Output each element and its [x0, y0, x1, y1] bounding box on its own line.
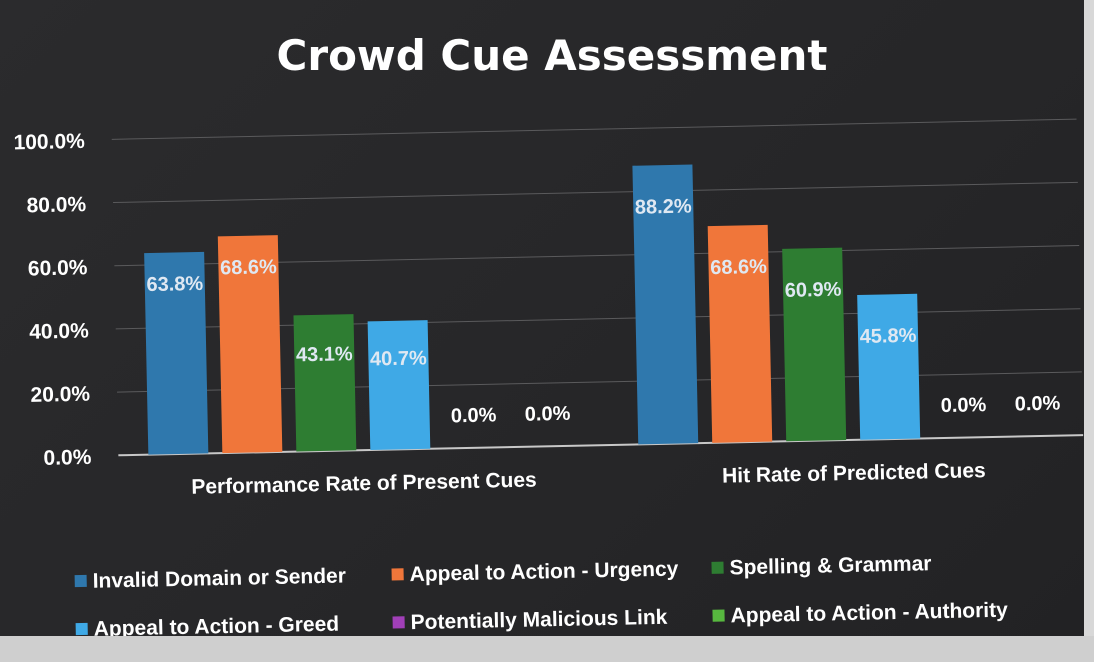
- bar: [293, 314, 357, 452]
- bar: [217, 235, 283, 454]
- legend-label: Invalid Domain or Sender: [92, 564, 346, 592]
- plot-area: 100.0% 80.0% 60.0% 40.0% 20.0% 0.0% 63.8% 68.6…: [13, 118, 1084, 499]
- y-tick-label: 0.0%: [43, 446, 92, 470]
- bar: [857, 293, 921, 440]
- legend-label: Appeal to Action - Urgency: [409, 558, 678, 587]
- bar: [707, 224, 773, 443]
- y-axis-ticks: 100.0% 80.0% 60.0% 40.0% 20.0% 0.0%: [13, 130, 92, 470]
- bars: [144, 164, 921, 455]
- legend-swatch: [391, 568, 404, 581]
- monitor-bezel-bottom: [0, 636, 1094, 662]
- data-label: 0.0%: [940, 394, 986, 417]
- bar-chart: Crowd Cue Assessment 100.0% 80.0% 60.0% 40.…: [13, 31, 1084, 636]
- gridline: [111, 118, 1077, 140]
- legend-swatch: [75, 622, 88, 636]
- bar: [632, 164, 699, 445]
- category-label: Performance Rate of Present Cues: [191, 469, 537, 499]
- bar: [782, 247, 847, 442]
- y-tick-label: 60.0%: [28, 256, 88, 280]
- data-label: 60.9%: [784, 279, 841, 302]
- bar: [144, 251, 209, 455]
- legend-swatch: [711, 561, 724, 574]
- legend: Invalid Domain or Sender Appeal to Action…: [74, 552, 1008, 636]
- y-tick-label: 100.0%: [13, 130, 85, 154]
- legend-label: Spelling & Grammar: [729, 552, 931, 579]
- data-label: 43.1%: [296, 343, 353, 366]
- data-label: 0.0%: [1014, 393, 1060, 416]
- legend-swatch: [392, 616, 405, 629]
- category-label: Hit Rate of Predicted Cues: [722, 459, 986, 488]
- legend-swatch: [74, 574, 87, 588]
- x-axis-labels: Performance Rate of Present Cues Hit Rate…: [191, 459, 986, 499]
- data-label: 0.0%: [451, 404, 497, 427]
- legend-label: Potentially Malicious Link: [410, 606, 667, 634]
- y-tick-label: 80.0%: [26, 193, 86, 217]
- data-labels: 63.8% 68.6% 43.1% 40.7% 0.0% 0.0% 88.2% 68.6% 60…: [146, 196, 1061, 428]
- data-label: 88.2%: [635, 196, 692, 219]
- monitor-bezel-right: [1084, 0, 1094, 662]
- bar: [367, 320, 431, 451]
- data-label: 45.8%: [859, 325, 916, 348]
- data-label: 68.6%: [710, 256, 767, 279]
- chart-title: Crowd Cue Assessment: [277, 31, 828, 80]
- data-label: 63.8%: [146, 273, 203, 296]
- legend-swatch: [712, 609, 725, 622]
- legend-label: Appeal to Action - Greed: [93, 613, 339, 636]
- gridline: [113, 181, 1078, 204]
- data-label: 68.6%: [220, 256, 277, 279]
- y-tick-label: 20.0%: [30, 383, 90, 407]
- data-label: 0.0%: [525, 403, 571, 426]
- legend-label: Appeal to Action - Authority: [730, 599, 1008, 628]
- data-label: 40.7%: [370, 347, 427, 370]
- y-tick-label: 40.0%: [29, 319, 89, 343]
